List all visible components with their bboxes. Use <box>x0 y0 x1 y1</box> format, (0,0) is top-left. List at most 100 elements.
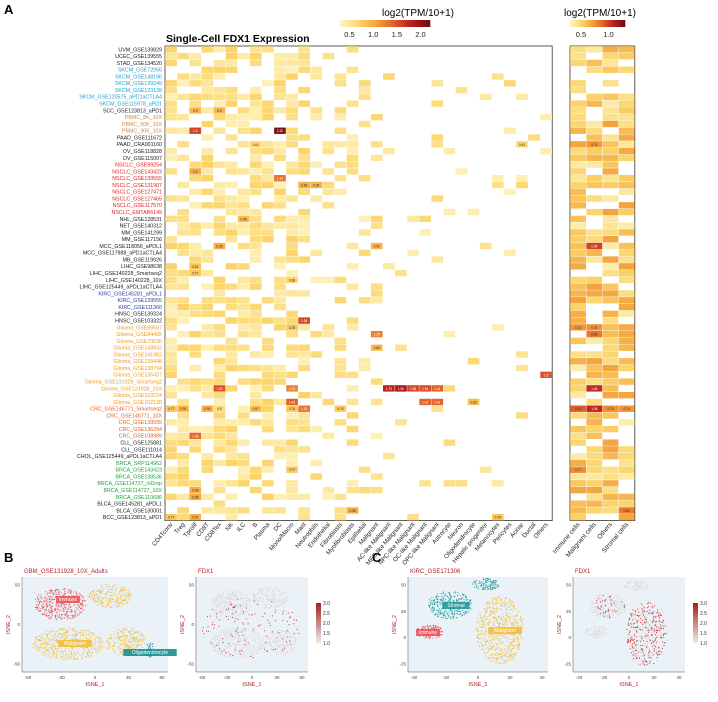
scatter-point <box>290 646 292 648</box>
scatter-point <box>80 633 83 635</box>
scatter-point <box>149 656 151 658</box>
scatter-point <box>272 590 274 592</box>
scatter-point <box>453 614 456 616</box>
heatmap-cell <box>165 473 177 480</box>
scatter-point <box>463 598 465 600</box>
scatter-point <box>491 655 493 657</box>
heatmap-cell <box>165 324 177 331</box>
heatmap-cell <box>370 141 383 148</box>
scatter-point <box>435 627 437 630</box>
scatter-point <box>126 592 128 594</box>
heatmap-cell <box>467 358 480 365</box>
scatter-point <box>237 627 239 629</box>
scatter-point <box>61 638 63 640</box>
row-label: MB_GSE119926 <box>123 257 162 263</box>
scatter-point <box>259 588 261 590</box>
heatmap-cell <box>286 73 298 80</box>
scatter-point <box>36 638 38 640</box>
heatmap-cell <box>310 276 323 284</box>
scatter-point <box>50 591 52 593</box>
scatter-point <box>291 647 293 649</box>
scatter-point <box>263 607 265 609</box>
heatmap-cell <box>213 86 226 94</box>
legend-swatch <box>369 20 372 27</box>
scatter-point <box>55 604 57 606</box>
scatter-point <box>215 642 218 645</box>
scatter-point <box>130 642 132 644</box>
scatter-point <box>277 633 279 635</box>
scatter-point <box>108 648 110 650</box>
scatter-point <box>82 600 84 602</box>
heatmap-cell <box>586 398 603 406</box>
heatmap-cell <box>237 93 250 101</box>
scatter-point <box>97 599 99 602</box>
scatter-point <box>83 633 85 635</box>
scatter-point <box>514 618 516 620</box>
scatter-point <box>233 638 235 641</box>
scatter-point <box>252 644 254 646</box>
legend-swatch <box>593 20 596 27</box>
scatter-point <box>228 637 230 639</box>
scatter-point <box>228 654 230 656</box>
scatter-point <box>51 610 54 612</box>
scatter-point <box>278 647 280 649</box>
heatmap-cell <box>177 466 189 473</box>
scatter-point <box>85 656 88 658</box>
scatter-point <box>480 632 482 634</box>
scatter-point <box>77 613 79 615</box>
scatter-point <box>515 637 517 639</box>
scatter-point <box>227 632 229 634</box>
scatter-point <box>493 624 495 626</box>
scatter-point <box>274 593 276 595</box>
scatter-point <box>130 640 132 642</box>
scatter-point <box>261 634 263 637</box>
legend-swatch <box>587 20 590 27</box>
scatter-point <box>130 638 132 640</box>
scatter-point <box>289 649 291 651</box>
heatmap-cell <box>286 161 298 168</box>
scatter-point <box>219 653 221 655</box>
heatmap-cell <box>586 181 603 189</box>
scatter-point <box>442 612 444 614</box>
scatter-point <box>242 628 244 630</box>
scatter-point <box>244 602 247 604</box>
heatmap-cell <box>370 398 383 406</box>
heatmap-cell <box>177 229 189 236</box>
heatmap-cell <box>370 215 383 223</box>
scatter-point <box>63 594 65 596</box>
scatter-point <box>54 631 56 633</box>
scatter-point <box>57 636 59 638</box>
row-label: Glioma_GSE138794 <box>113 366 162 372</box>
row-label: KIRC_GSE111360 <box>118 305 162 311</box>
heatmap-cell <box>274 215 286 223</box>
scatter-point <box>53 642 55 644</box>
heatmap-cell <box>286 114 298 121</box>
scatter-point <box>86 633 88 635</box>
scatter-point <box>480 615 482 617</box>
cell-value-label: 0.96 <box>216 245 222 249</box>
scatter-point <box>64 638 66 640</box>
heatmap-cell <box>201 147 214 155</box>
scatter-point <box>133 640 135 642</box>
scatter-point <box>55 640 57 642</box>
scatter-point <box>46 649 48 652</box>
scatter-point <box>491 581 494 583</box>
scatter-point <box>506 621 508 623</box>
scatter-point <box>72 648 74 650</box>
heatmap-cell <box>618 358 635 365</box>
heatmap-cell <box>419 385 431 392</box>
scatter-point <box>79 593 81 595</box>
scatter-point <box>41 641 43 643</box>
scatter-point <box>487 587 489 589</box>
heatmap-cell <box>479 242 492 250</box>
scatter-point <box>48 650 50 653</box>
heatmap-cell <box>370 290 383 297</box>
heatmap-cell <box>602 337 619 345</box>
scatter-point <box>41 643 43 645</box>
heatmap-cell <box>249 310 262 317</box>
scatter-point <box>253 602 256 604</box>
scatter-point <box>109 606 111 608</box>
heatmap-cell <box>586 229 603 236</box>
heatmap-cell <box>334 127 347 134</box>
scatter-point <box>457 594 459 596</box>
